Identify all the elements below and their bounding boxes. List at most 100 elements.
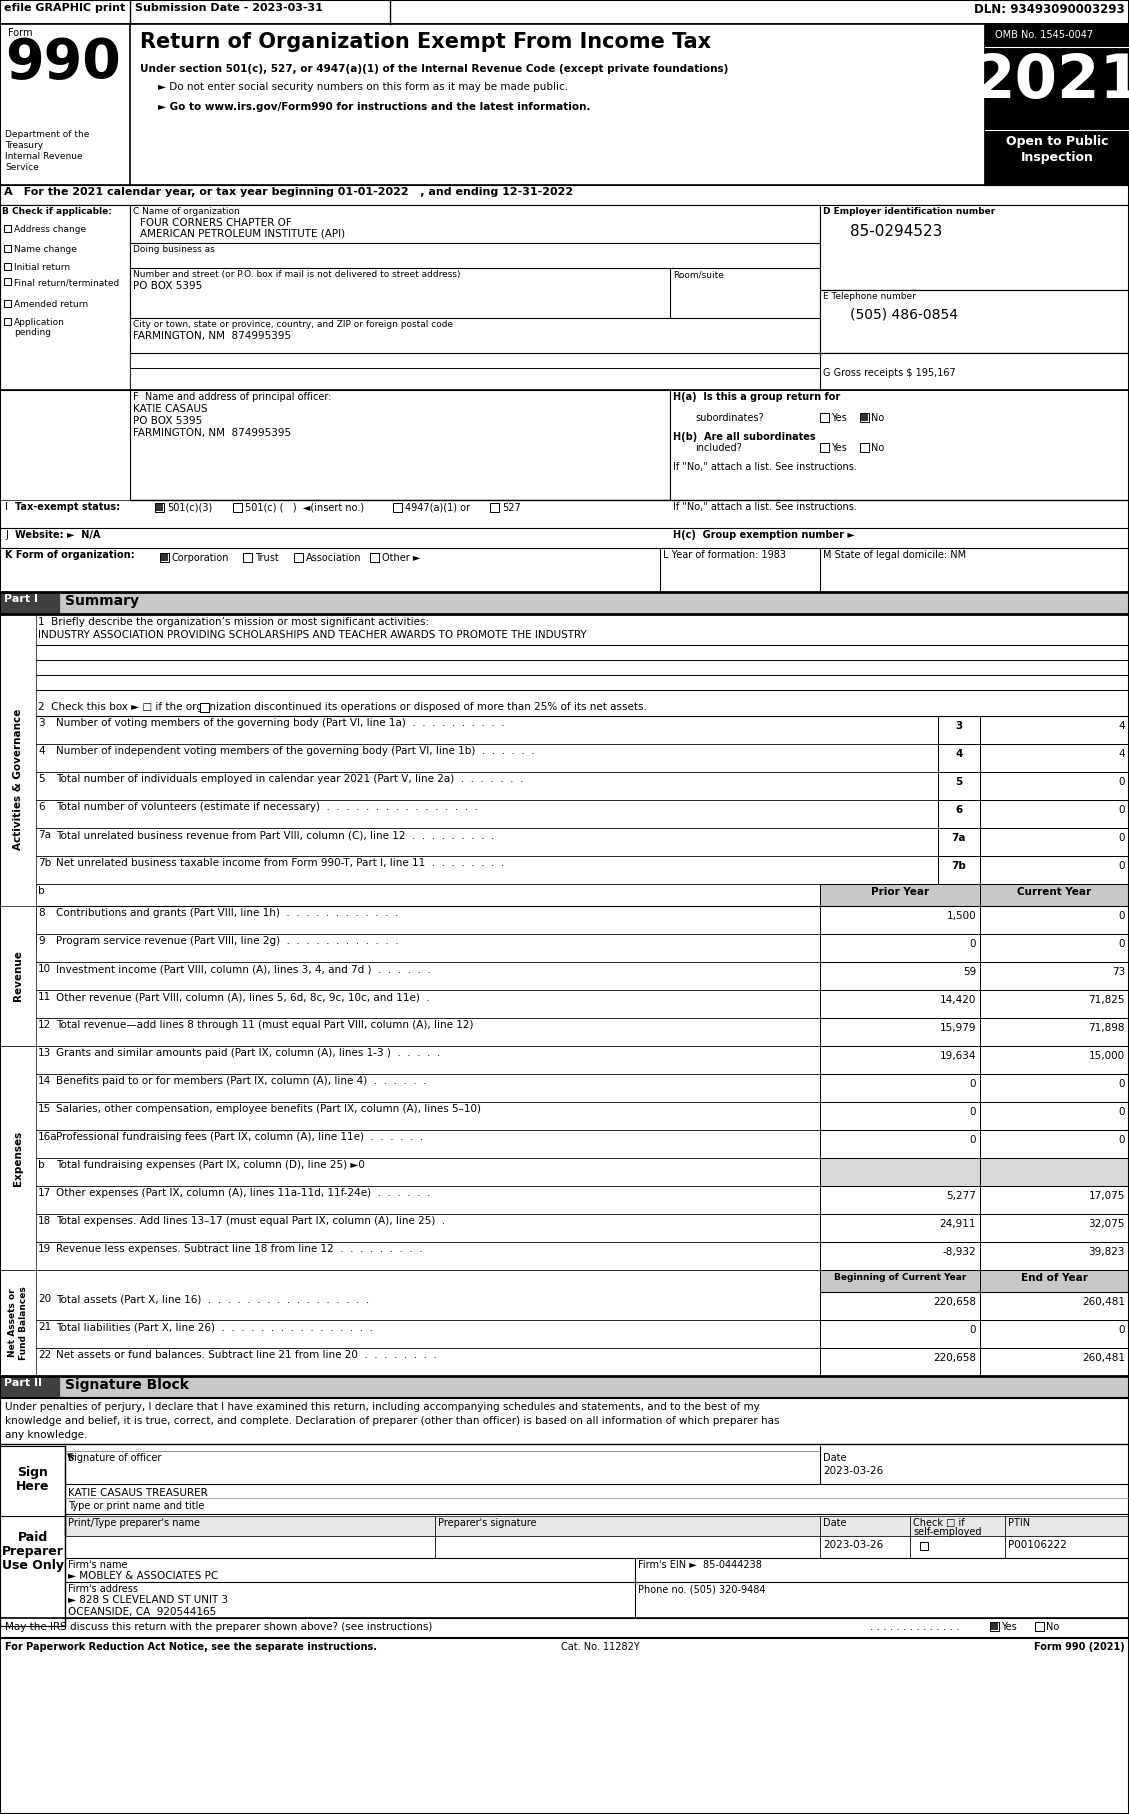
Text: 24,911: 24,911 bbox=[939, 1219, 975, 1230]
Text: Sign: Sign bbox=[18, 1466, 49, 1478]
Text: 71,898: 71,898 bbox=[1088, 1023, 1124, 1032]
Text: Website: ►  N/A: Website: ► N/A bbox=[15, 530, 100, 541]
Text: 7b: 7b bbox=[38, 858, 51, 869]
Text: Internal Revenue: Internal Revenue bbox=[5, 152, 82, 161]
Text: Total expenses. Add lines 13–17 (must equal Part IX, column (A), line 25)  .: Total expenses. Add lines 13–17 (must eq… bbox=[56, 1215, 445, 1226]
Text: 0: 0 bbox=[970, 1324, 975, 1335]
Text: Firm's name: Firm's name bbox=[68, 1560, 128, 1569]
Text: Date: Date bbox=[823, 1453, 847, 1464]
Bar bbox=[5, 317, 11, 325]
Text: included?: included? bbox=[695, 443, 742, 454]
Bar bbox=[938, 773, 980, 800]
Text: 2  Check this box ► □ if the organization discontinued its operations or dispose: 2 Check this box ► □ if the organization… bbox=[38, 702, 647, 713]
Text: 19,634: 19,634 bbox=[939, 1050, 975, 1061]
Bar bbox=[820, 1517, 910, 1536]
Text: Contributions and grants (Part VIII, line 1h)  .  .  .  .  .  .  .  .  .  .  .  : Contributions and grants (Part VIII, lin… bbox=[56, 909, 399, 918]
Text: 220,658: 220,658 bbox=[933, 1353, 975, 1362]
Text: 6: 6 bbox=[38, 802, 45, 813]
Bar bbox=[130, 354, 820, 368]
Text: Amended return: Amended return bbox=[14, 299, 88, 308]
Text: Treasury: Treasury bbox=[5, 141, 43, 151]
Text: Total revenue—add lines 8 through 11 (must equal Part VIII, column (A), line 12): Total revenue—add lines 8 through 11 (mu… bbox=[56, 1019, 473, 1030]
Bar bbox=[938, 744, 980, 773]
Text: H(b)  Are all subordinates: H(b) Are all subordinates bbox=[673, 432, 815, 443]
Text: Application: Application bbox=[14, 317, 64, 327]
Bar bbox=[980, 1214, 1129, 1243]
Text: 14: 14 bbox=[38, 1076, 51, 1087]
Bar bbox=[0, 1517, 65, 1625]
Text: G Gross receipts $ 195,167: G Gross receipts $ 195,167 bbox=[823, 368, 956, 377]
Text: Revenue: Revenue bbox=[14, 951, 23, 1001]
Text: . . . . . . . . . . . . . .: . . . . . . . . . . . . . . bbox=[870, 1622, 960, 1633]
Text: E Telephone number: E Telephone number bbox=[823, 292, 916, 301]
Text: Benefits paid to or for members (Part IX, column (A), line 4)  .  .  .  .  .  .: Benefits paid to or for members (Part IX… bbox=[56, 1076, 427, 1087]
Text: Net assets or fund balances. Subtract line 21 from line 20  .  .  .  .  .  .  . : Net assets or fund balances. Subtract li… bbox=[56, 1350, 437, 1360]
Text: 21: 21 bbox=[38, 1322, 51, 1331]
Bar bbox=[490, 502, 499, 512]
Text: self-employed: self-employed bbox=[913, 1527, 981, 1536]
Bar bbox=[820, 934, 980, 961]
Text: -8,932: -8,932 bbox=[943, 1246, 975, 1257]
Text: Preparer's signature: Preparer's signature bbox=[438, 1518, 536, 1527]
Text: Prior Year: Prior Year bbox=[870, 887, 929, 896]
Bar bbox=[820, 414, 829, 423]
Text: 0: 0 bbox=[1119, 940, 1124, 949]
Text: 15,000: 15,000 bbox=[1088, 1050, 1124, 1061]
Bar bbox=[820, 990, 980, 1018]
Bar bbox=[820, 883, 980, 905]
Text: Return of Organization Exempt From Income Tax: Return of Organization Exempt From Incom… bbox=[140, 33, 711, 53]
Text: 0: 0 bbox=[1119, 833, 1124, 844]
Text: ► 828 S CLEVELAND ST UNIT 3: ► 828 S CLEVELAND ST UNIT 3 bbox=[68, 1595, 228, 1605]
Bar bbox=[200, 704, 209, 713]
Bar bbox=[5, 263, 11, 270]
Text: 4: 4 bbox=[1119, 749, 1124, 758]
Bar bbox=[0, 591, 60, 613]
Bar bbox=[0, 185, 1129, 205]
Text: Yes: Yes bbox=[1001, 1622, 1017, 1633]
Text: Total fundraising expenses (Part IX, column (D), line 25) ►0: Total fundraising expenses (Part IX, col… bbox=[56, 1159, 365, 1170]
Bar bbox=[980, 773, 1129, 800]
Text: AMERICAN PETROLEUM INSTITUTE (API): AMERICAN PETROLEUM INSTITUTE (API) bbox=[140, 229, 345, 239]
Bar bbox=[435, 1517, 820, 1536]
Bar bbox=[820, 1536, 910, 1558]
Text: Inspection: Inspection bbox=[1021, 151, 1094, 163]
Text: Number of voting members of the governing body (Part VI, line 1a)  .  .  .  .  .: Number of voting members of the governin… bbox=[56, 718, 505, 727]
Text: 1  Briefly describe the organization’s mission or most significant activities:: 1 Briefly describe the organization’s mi… bbox=[38, 617, 429, 628]
Text: 0: 0 bbox=[970, 1079, 975, 1088]
Bar bbox=[820, 1047, 980, 1074]
Bar bbox=[155, 502, 164, 512]
Bar bbox=[820, 290, 1129, 354]
Bar bbox=[65, 1582, 634, 1618]
Bar bbox=[0, 548, 1129, 591]
Bar bbox=[161, 553, 168, 561]
Text: 17: 17 bbox=[38, 1188, 51, 1197]
Bar bbox=[820, 1130, 980, 1157]
Text: Net Assets or
Fund Balances: Net Assets or Fund Balances bbox=[8, 1286, 28, 1360]
Text: P00106222: P00106222 bbox=[1008, 1540, 1067, 1549]
Text: ► Do not enter social security numbers on this form as it may be made public.: ► Do not enter social security numbers o… bbox=[158, 82, 568, 93]
Text: Firm's EIN ►  85-0444238: Firm's EIN ► 85-0444238 bbox=[638, 1560, 762, 1569]
Text: OCEANSIDE, CA  920544165: OCEANSIDE, CA 920544165 bbox=[68, 1607, 217, 1616]
Text: 16a: 16a bbox=[38, 1132, 58, 1143]
Text: 220,658: 220,658 bbox=[933, 1297, 975, 1308]
Bar bbox=[980, 717, 1129, 744]
Bar bbox=[820, 961, 980, 990]
Text: If "No," attach a list. See instructions.: If "No," attach a list. See instructions… bbox=[673, 463, 857, 472]
Text: 11: 11 bbox=[38, 992, 51, 1001]
Text: Preparer: Preparer bbox=[2, 1546, 64, 1558]
Text: 39,823: 39,823 bbox=[1088, 1246, 1124, 1257]
Bar bbox=[1005, 1517, 1129, 1536]
Text: Check □ if: Check □ if bbox=[913, 1518, 964, 1527]
Text: 85-0294523: 85-0294523 bbox=[850, 223, 943, 239]
Text: Summary: Summary bbox=[65, 593, 139, 608]
Bar bbox=[980, 990, 1129, 1018]
Text: (505) 486-0854: (505) 486-0854 bbox=[850, 308, 959, 323]
Text: Total unrelated business revenue from Part VIII, column (C), line 12  .  .  .  .: Total unrelated business revenue from Pa… bbox=[56, 831, 495, 840]
Text: End of Year: End of Year bbox=[1021, 1273, 1087, 1282]
Text: D Employer identification number: D Employer identification number bbox=[823, 207, 996, 216]
Text: INDUSTRY ASSOCIATION PROVIDING SCHOLARSHIPS AND TEACHER AWARDS TO PROMOTE THE IN: INDUSTRY ASSOCIATION PROVIDING SCHOLARSH… bbox=[38, 629, 587, 640]
Bar bbox=[861, 414, 868, 421]
Text: PO BOX 5395: PO BOX 5395 bbox=[133, 415, 202, 426]
Bar bbox=[5, 225, 11, 232]
Bar bbox=[980, 961, 1129, 990]
